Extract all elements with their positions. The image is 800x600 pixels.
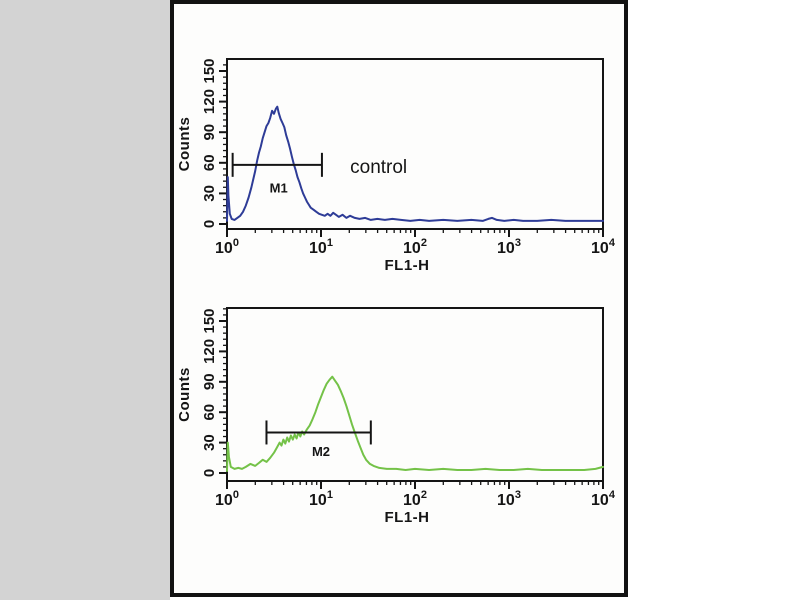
y-tick-label: 30 <box>201 434 218 451</box>
gate-m2: M2 <box>265 420 372 459</box>
y-tick-label: 60 <box>201 154 218 171</box>
y-axis-title: Counts <box>176 367 193 422</box>
x-tick-label: 103 <box>497 489 521 509</box>
plot-frame <box>226 58 604 230</box>
histogram-curve <box>226 375 604 472</box>
flow-histogram-top: 0 30 60 90 120 150 100 101 102 103 104 FL1-H Counts M… <box>176 58 616 274</box>
y-tick-label: 0 <box>201 220 218 228</box>
gate-label: M1 <box>270 180 288 195</box>
y-tick-label: 90 <box>201 373 218 390</box>
x-tick-label: 102 <box>403 237 427 257</box>
gate-m1: M1 <box>231 152 323 195</box>
x-tick-label: 104 <box>591 237 616 257</box>
x-tick-label: 101 <box>309 489 333 509</box>
flow-histogram-bottom: 0 30 60 90 120 150 100 101 102 103 104 FL1-H Counts M… <box>176 307 616 526</box>
gate-label: M2 <box>312 444 330 459</box>
x-tick-label: 103 <box>497 237 521 257</box>
y-tick-label: 150 <box>201 308 218 333</box>
x-tick-label: 100 <box>215 489 239 509</box>
annotation-text: control <box>350 157 407 178</box>
histogram-curve <box>226 105 604 222</box>
x-axis-title: FL1-H <box>385 257 430 274</box>
x-tick-label: 102 <box>403 489 427 509</box>
y-axis-title: Counts <box>176 117 193 172</box>
y-tick-label: 150 <box>201 58 218 83</box>
x-tick-label: 100 <box>215 237 239 257</box>
y-tick-label: 60 <box>201 404 218 421</box>
x-axis-title: FL1-H <box>385 509 430 526</box>
y-tick-label: 90 <box>201 124 218 141</box>
y-tick-label: 0 <box>201 469 218 477</box>
y-tick-label: 120 <box>201 89 218 114</box>
plot-frame <box>226 307 604 482</box>
x-tick-label: 104 <box>591 489 616 509</box>
flow-cytometry-figure: 0 30 60 90 120 150 100 101 102 103 104 FL1-H Counts M… <box>176 58 616 526</box>
figure-panel: 0 30 60 90 120 150 100 101 102 103 104 FL1-H Counts M… <box>170 0 628 597</box>
y-tick-label: 120 <box>201 339 218 364</box>
x-tick-label: 101 <box>309 237 333 257</box>
y-tick-label: 30 <box>201 185 218 202</box>
page-left-margin <box>0 0 170 600</box>
